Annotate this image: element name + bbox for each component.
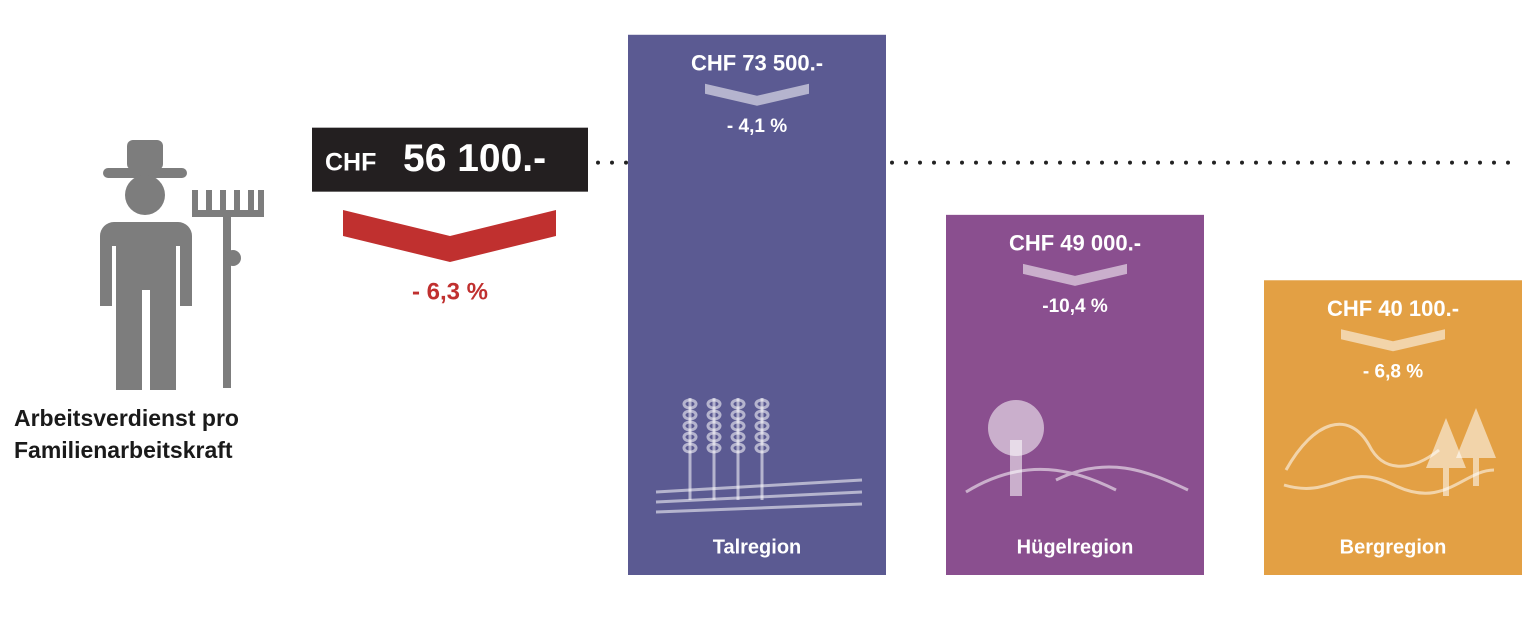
change-label: - 6,8 % <box>1363 361 1423 382</box>
wheat-grain <box>706 442 722 454</box>
change-label: -10,4 % <box>1042 296 1108 317</box>
wheat-grain <box>730 431 746 443</box>
fir-tree <box>1456 408 1496 458</box>
wheat-grain <box>730 398 746 410</box>
decrease-chevron <box>1023 263 1127 286</box>
value-label: CHF 40 100.- <box>1327 296 1459 321</box>
wheat-grain <box>754 409 770 421</box>
average-value: 56 100.- <box>403 137 546 180</box>
average-change: - 6,3 % <box>412 278 488 305</box>
bar <box>946 214 1204 575</box>
wheat-grain <box>754 431 770 443</box>
field-line <box>655 502 863 514</box>
fir-tree <box>1426 418 1466 468</box>
decrease-chevron <box>705 83 809 106</box>
wheat-grain <box>682 431 698 443</box>
wheat-grain <box>682 420 698 432</box>
farmer-icon <box>100 140 264 390</box>
wheat-grain <box>754 398 770 410</box>
mountain <box>1283 422 1495 495</box>
decrease-chevron <box>1341 329 1445 352</box>
fir-trunk <box>1443 468 1449 496</box>
wheat-grain <box>706 398 722 410</box>
wheat-grain <box>682 409 698 421</box>
wheat-grain <box>682 442 698 454</box>
wheat-grain <box>730 442 746 454</box>
value-label: CHF 49 000.- <box>1009 231 1141 256</box>
wheat-grain <box>754 442 770 454</box>
fir-trunk <box>1473 458 1479 486</box>
field-line <box>655 490 863 504</box>
wheat-grain <box>706 409 722 421</box>
average-box <box>312 127 588 192</box>
average-currency: CHF <box>325 148 376 176</box>
category-label: Talregion <box>713 536 802 558</box>
wheat-grain <box>730 409 746 421</box>
wheat-grain <box>706 420 722 432</box>
hills <box>965 465 1189 494</box>
wheat-grain <box>730 420 746 432</box>
wheat-grain <box>754 420 770 432</box>
region-icon <box>965 400 1189 496</box>
wheat-grain <box>682 398 698 410</box>
label-line: Familienarbeitskraft <box>14 437 233 463</box>
wheat-grain <box>706 431 722 443</box>
region-icon <box>655 398 863 514</box>
region-icon <box>1283 408 1496 496</box>
value-label: CHF 73 500.- <box>691 51 823 76</box>
tree-crown <box>988 400 1044 456</box>
change-label: - 4,1 % <box>727 116 787 137</box>
decrease-chevron <box>343 210 556 262</box>
label-line: Arbeitsverdienst pro <box>14 405 239 431</box>
category-label: Hügelregion <box>1017 536 1134 558</box>
category-label: Bergregion <box>1340 536 1447 558</box>
